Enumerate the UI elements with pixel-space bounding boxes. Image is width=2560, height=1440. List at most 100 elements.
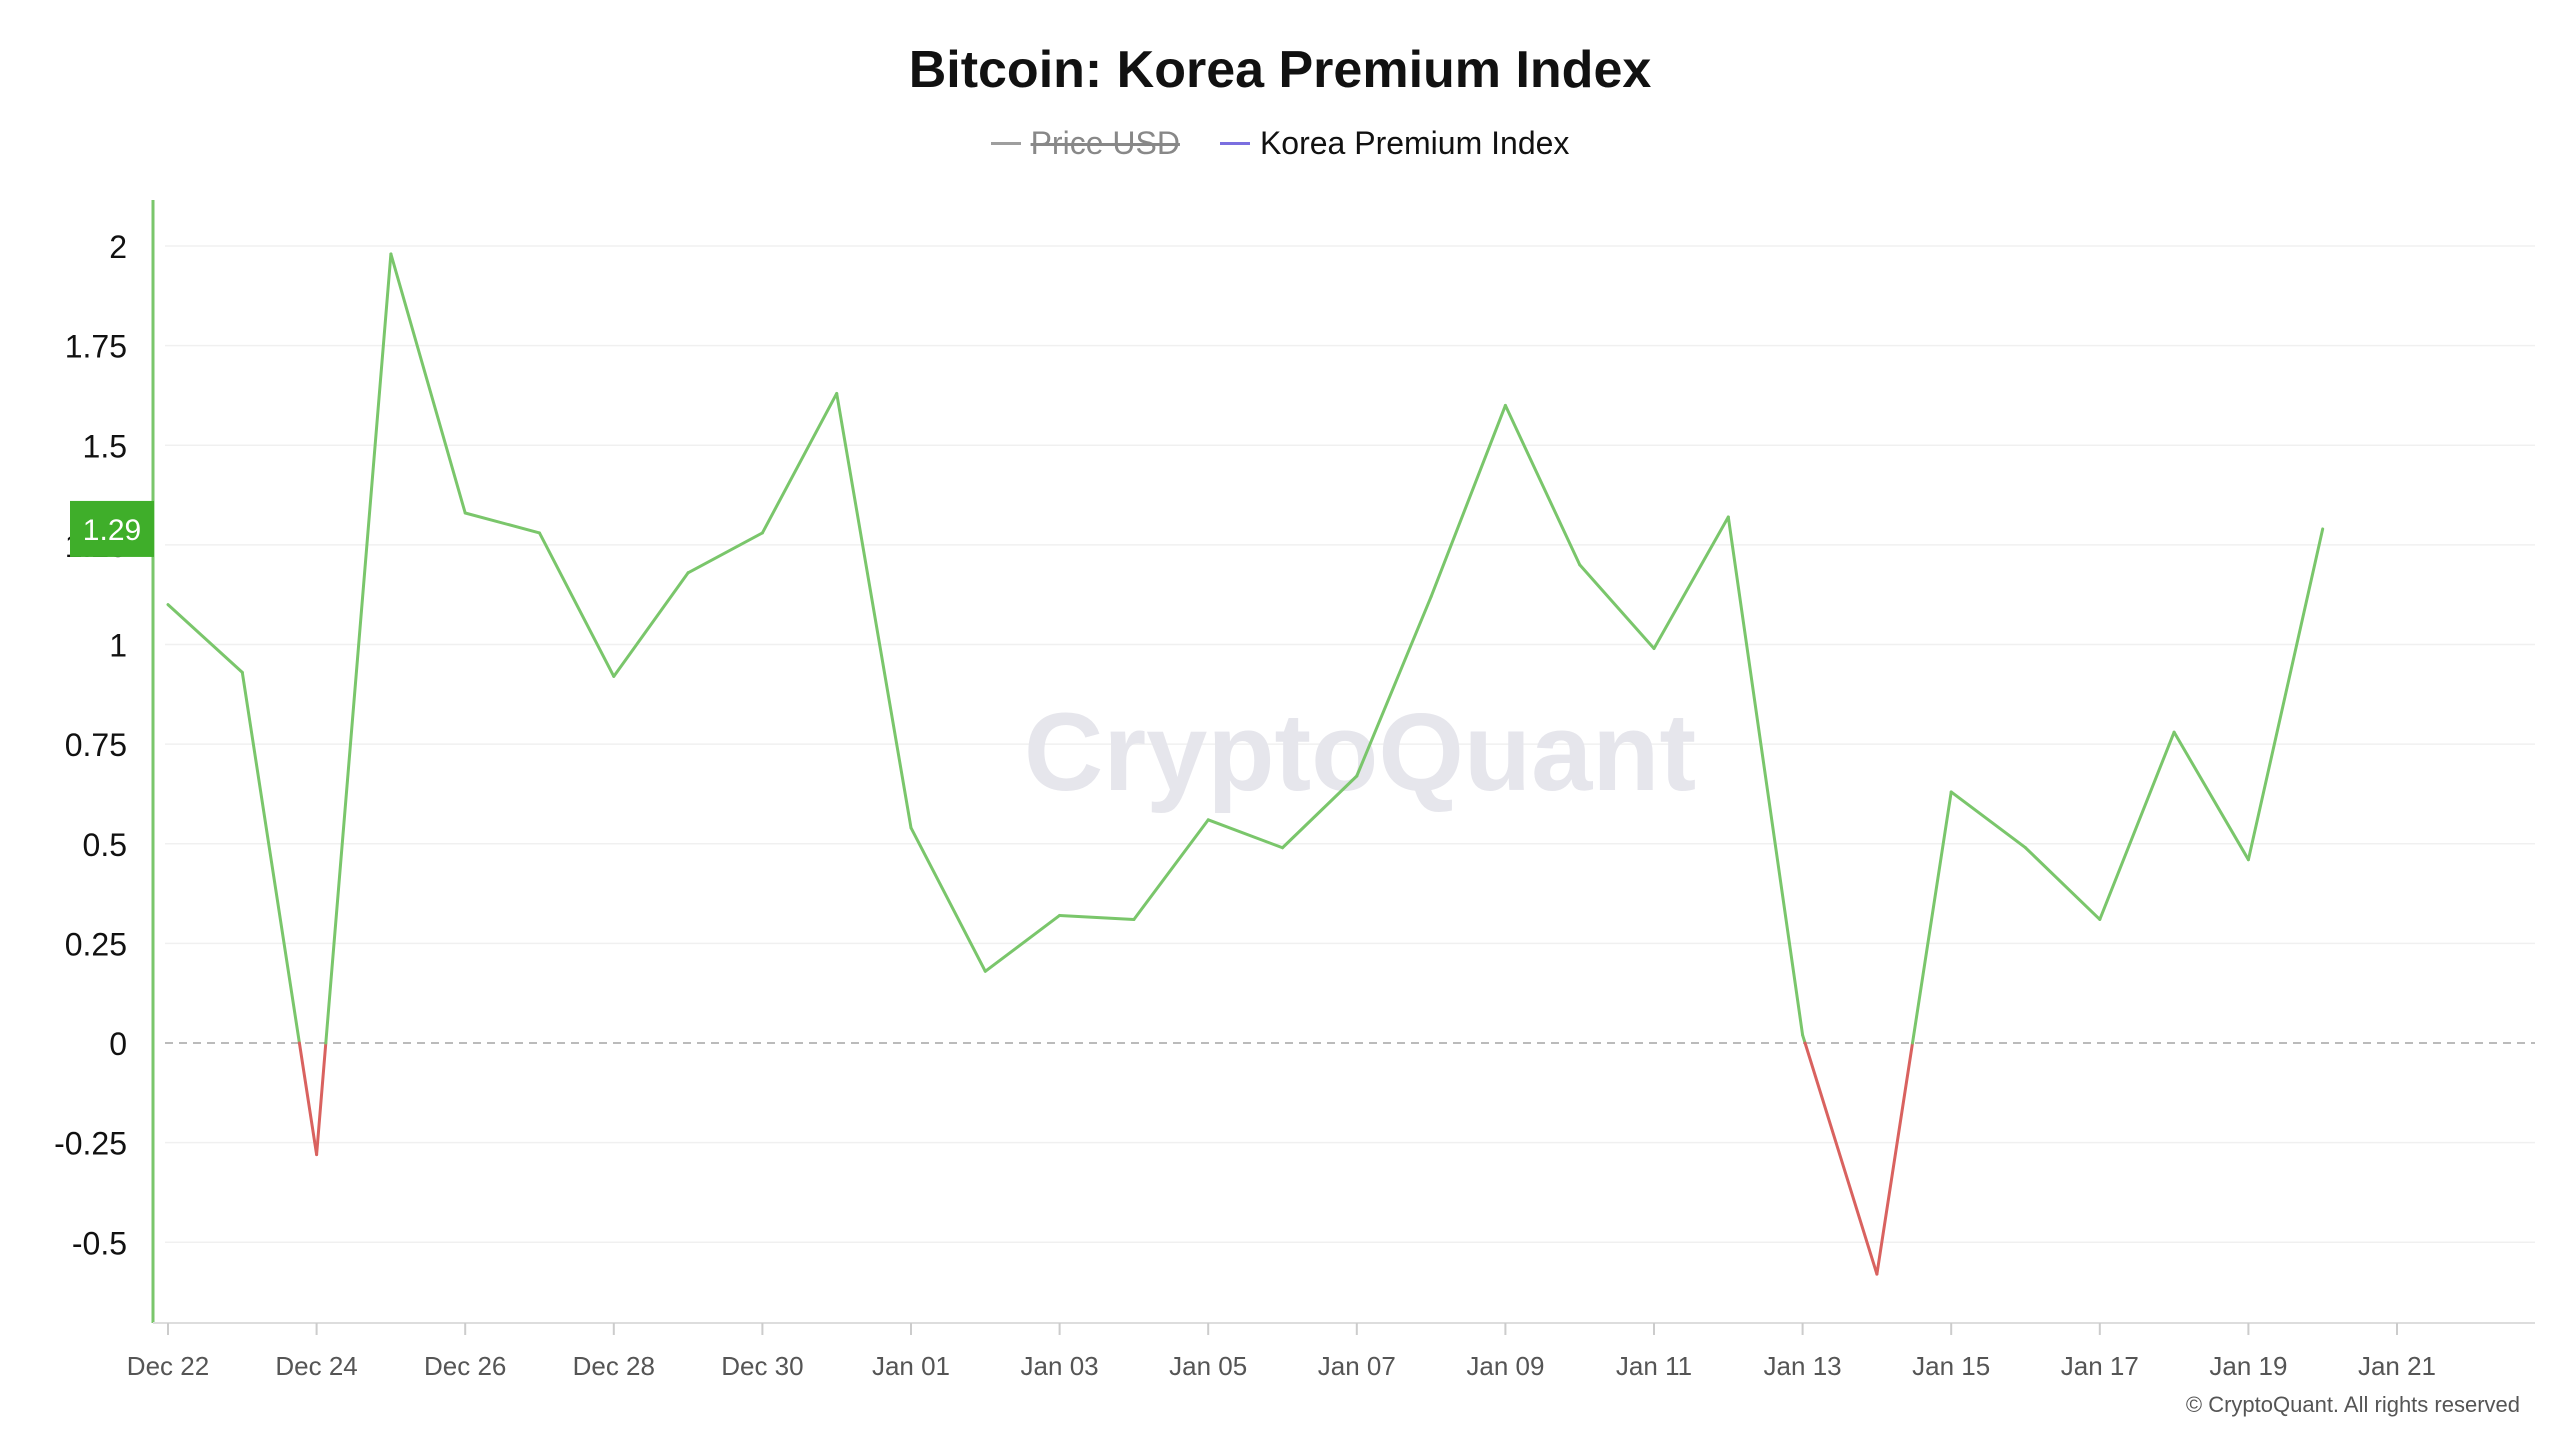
y-tick-label: 0.25 (65, 926, 127, 962)
data-point[interactable] (1800, 1032, 1806, 1038)
data-point[interactable] (834, 390, 840, 396)
series-segment (240, 670, 301, 1045)
series-segment (760, 391, 839, 535)
x-axis-ticks: Dec 22 Dec 24 Dec 26 Dec 28 Dec 30 Jan 01 Jan … (127, 1323, 2436, 1381)
legend-swatch-korea-premium-index (1219, 142, 1250, 145)
series-segment (612, 571, 690, 678)
x-tick-label: Jan 03 (1021, 1351, 1099, 1381)
data-point[interactable] (685, 570, 691, 576)
series-segment (2172, 730, 2250, 862)
data-point[interactable] (2171, 729, 2177, 735)
data-point[interactable] (1131, 916, 1137, 922)
series-segment (315, 1041, 328, 1157)
legend-swatch-price-usd (990, 142, 1021, 145)
x-tick-label: Jan 15 (1912, 1351, 1990, 1381)
series-segment (1058, 913, 1136, 921)
legend-item-korea-premium-index[interactable]: Korea Premium Index (1219, 125, 1570, 162)
series-segment (686, 531, 764, 575)
y-tick-label: 1.75 (65, 329, 127, 365)
series-segment (1503, 403, 1582, 567)
legend-item-price-usd[interactable]: Price USD (990, 125, 1180, 162)
series-segment (1132, 818, 1210, 921)
series-korea-premium-index (166, 252, 2325, 1276)
series-segment (389, 252, 467, 515)
watermark: CryptoQuant (1024, 691, 1696, 814)
data-point[interactable] (1428, 594, 1434, 600)
series-segment (909, 826, 987, 973)
y-tick-label: -0.5 (72, 1225, 127, 1261)
data-point[interactable] (2245, 857, 2251, 863)
series-segment (983, 913, 1062, 973)
data-point[interactable] (314, 1152, 320, 1158)
data-point[interactable] (1502, 402, 1508, 408)
x-tick-label: Dec 22 (127, 1351, 209, 1381)
x-tick-label: Jan 17 (2061, 1351, 2139, 1381)
series-segment (538, 531, 616, 678)
current-value-badge-text: 1.29 (83, 514, 141, 547)
current-value-badge: 1.29 (70, 500, 154, 557)
data-point[interactable] (165, 602, 171, 608)
x-tick-label: Dec 30 (721, 1351, 803, 1381)
data-point[interactable] (1354, 773, 1360, 779)
series-segment (2246, 527, 2325, 862)
x-tick-label: Dec 24 (275, 1351, 357, 1381)
x-tick-label: Dec 26 (424, 1351, 506, 1381)
series-segment (1206, 818, 1284, 850)
series-segment (835, 391, 913, 830)
data-point[interactable] (1725, 514, 1731, 520)
data-point[interactable] (1577, 562, 1583, 568)
data-point[interactable] (611, 673, 617, 679)
data-point[interactable] (908, 825, 914, 831)
legend: Price USD Korea Premium Index (0, 125, 2560, 162)
data-point[interactable] (982, 968, 988, 974)
series-segment (1726, 515, 1805, 1037)
current-value-badge-bg (70, 500, 154, 557)
series-segment (1652, 515, 1730, 650)
x-tick-label: Jan 21 (2358, 1351, 2436, 1381)
x-tick-label: Jan 05 (1169, 1351, 1247, 1381)
series-segment (297, 1041, 319, 1157)
legend-label-korea-premium-index: Korea Premium Index (1259, 125, 1570, 161)
data-point[interactable] (1280, 845, 1286, 851)
data-point[interactable] (2023, 845, 2029, 851)
series-segment (324, 252, 393, 1045)
series-segment (463, 511, 541, 535)
data-point[interactable] (537, 530, 543, 536)
series-segment (2024, 846, 2102, 921)
series-segment (1429, 403, 1507, 599)
x-tick-label: Dec 28 (573, 1351, 655, 1381)
data-point[interactable] (239, 669, 245, 675)
data-point[interactable] (462, 510, 468, 516)
series-segment (1281, 774, 1359, 850)
grid-lines (165, 245, 2535, 1243)
y-tick-label: 1 (109, 628, 127, 664)
series-segment (2098, 730, 2176, 921)
data-point[interactable] (388, 251, 394, 257)
y-tick-label: 0.75 (65, 727, 127, 763)
data-point[interactable] (1948, 789, 1954, 795)
data-point[interactable] (1651, 645, 1657, 651)
series-segment (1875, 1041, 1915, 1276)
copyright: © CryptoQuant. All rights reserved (2185, 1392, 2520, 1417)
data-point[interactable] (2097, 916, 2103, 922)
data-point[interactable] (1874, 1271, 1880, 1277)
y-tick-label: 0.5 (83, 827, 127, 863)
series-segment (1803, 1041, 1879, 1276)
series-segment (1911, 790, 1953, 1045)
x-tick-label: Jan 07 (1318, 1351, 1396, 1381)
data-point[interactable] (1057, 912, 1063, 918)
y-tick-label: 1.5 (83, 428, 127, 464)
x-tick-label: Jan 09 (1466, 1351, 1544, 1381)
series-segment (1355, 595, 1433, 778)
chart-title: Bitcoin: Korea Premium Index (908, 41, 1652, 99)
y-tick-label: 0 (109, 1026, 127, 1062)
data-point[interactable] (2320, 526, 2326, 532)
x-tick-label: Jan 11 (1616, 1351, 1692, 1381)
data-point[interactable] (1205, 817, 1211, 823)
x-tick-label: Jan 01 (872, 1351, 950, 1381)
y-tick-label: -0.25 (54, 1126, 127, 1162)
data-point[interactable] (759, 530, 765, 536)
series-segment (166, 603, 244, 674)
